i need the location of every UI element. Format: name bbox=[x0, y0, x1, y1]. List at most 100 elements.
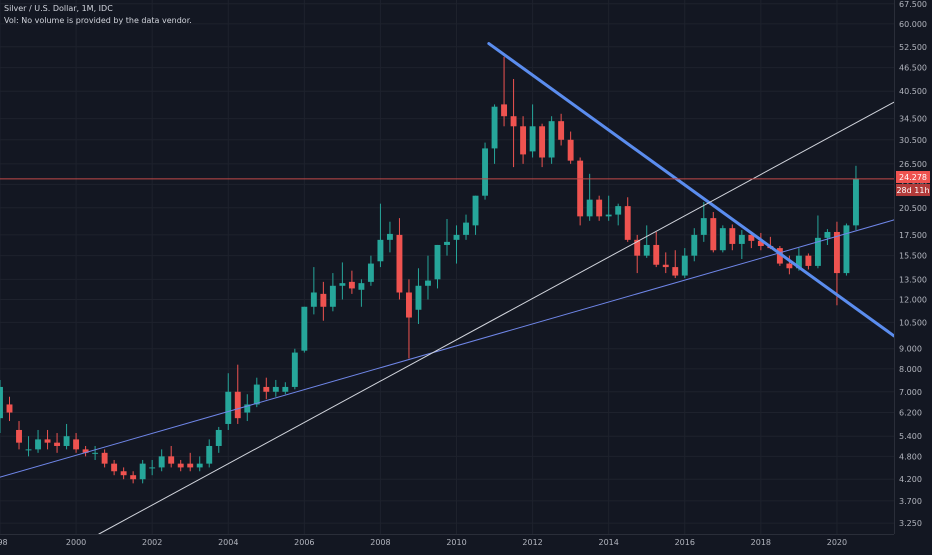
last-price-label: 24.278 bbox=[899, 173, 927, 182]
candle-body bbox=[263, 386, 270, 392]
price-tick-label: 4.800 bbox=[899, 452, 922, 461]
time-axis[interactable]: 998 2000 2002 2004 2006 2008 2010 2012 2014 2016 2… bbox=[0, 534, 894, 548]
candle-body bbox=[567, 139, 574, 161]
candle-body bbox=[434, 244, 441, 280]
chart-legend: Silver / U.S. Dollar, 1M, IDC Vol: No vo… bbox=[4, 3, 192, 27]
time-tick-label: 2012 bbox=[522, 538, 542, 547]
candle-body bbox=[624, 206, 631, 240]
time-tick-label: 2014 bbox=[599, 538, 619, 547]
countdown-badge bbox=[896, 184, 930, 196]
candle-body bbox=[453, 234, 460, 240]
candle-body bbox=[795, 255, 802, 269]
last-price-badge bbox=[896, 171, 930, 183]
candle-body bbox=[196, 463, 203, 468]
candle-body bbox=[634, 239, 641, 256]
candle-body bbox=[824, 231, 831, 238]
time-tick-label: 2004 bbox=[218, 538, 238, 547]
price-axis[interactable]: 3.250 3.700 4.200 4.800 5.400 6.200 7.000 8.000… bbox=[894, 0, 932, 550]
candle-body bbox=[225, 391, 232, 424]
candle-body bbox=[748, 234, 755, 241]
candle-body bbox=[482, 148, 488, 196]
candle-body bbox=[729, 228, 736, 244]
candle-body bbox=[82, 449, 89, 453]
time-tick-label: 2010 bbox=[446, 538, 466, 547]
candle-body bbox=[719, 228, 726, 251]
candle-body bbox=[301, 306, 308, 351]
candle-body bbox=[101, 452, 108, 464]
candle-body bbox=[272, 386, 279, 392]
price-tick-label: 3.700 bbox=[899, 497, 922, 506]
trendline-blue-thick[interactable] bbox=[487, 42, 896, 338]
candle-body bbox=[149, 467, 156, 469]
time-tick-label: 2002 bbox=[142, 538, 162, 547]
price-tick-label: 60.000 bbox=[899, 20, 927, 29]
candle-body bbox=[139, 463, 146, 480]
candle-body bbox=[491, 106, 498, 149]
candle-body bbox=[691, 234, 698, 256]
candle-body bbox=[25, 449, 32, 451]
price-tick-label: 3.250 bbox=[899, 519, 922, 528]
candle-body bbox=[700, 218, 707, 235]
candle-body bbox=[833, 231, 840, 274]
candles bbox=[0, 56, 859, 484]
candle-body bbox=[120, 471, 127, 476]
candle-body bbox=[463, 222, 469, 235]
time-tick-label: 2016 bbox=[675, 538, 695, 547]
candle-body bbox=[310, 292, 317, 307]
candle-body bbox=[681, 255, 688, 276]
candle-body bbox=[615, 206, 622, 215]
candle-body bbox=[234, 391, 241, 419]
candle-body bbox=[367, 263, 374, 282]
price-tick-label: 12.000 bbox=[899, 295, 927, 304]
candle-body bbox=[415, 285, 422, 310]
candle-body bbox=[757, 240, 764, 246]
candle-body bbox=[386, 233, 393, 240]
price-axis-panel bbox=[894, 0, 932, 550]
candle-body bbox=[358, 283, 365, 290]
price-tick-label: 8.000 bbox=[899, 365, 922, 374]
price-tick-label: 4.200 bbox=[899, 475, 922, 484]
candle-body bbox=[54, 442, 61, 446]
candle-body bbox=[605, 214, 612, 217]
candle-body bbox=[529, 126, 536, 152]
candle-body bbox=[253, 384, 260, 405]
time-tick-label: 998 bbox=[0, 538, 8, 547]
price-tick-label: 67.500 bbox=[899, 0, 927, 9]
candle-body bbox=[539, 126, 546, 158]
price-tick-label: 46.500 bbox=[899, 64, 927, 73]
time-tick-label: 2018 bbox=[751, 538, 771, 547]
candle-body bbox=[786, 263, 793, 269]
candle-body bbox=[672, 267, 679, 276]
price-tick-label: 6.200 bbox=[899, 409, 922, 418]
candle-body bbox=[577, 160, 584, 217]
candle-body bbox=[396, 234, 403, 293]
candle-body bbox=[177, 463, 184, 468]
candle-body bbox=[472, 195, 479, 226]
candle-body bbox=[805, 255, 812, 266]
candle-body bbox=[558, 121, 565, 140]
price-tick-label: 40.500 bbox=[899, 87, 927, 96]
volume-note: Vol: No volume is provided by the data v… bbox=[4, 16, 192, 25]
candle-body bbox=[215, 429, 222, 446]
candle-body bbox=[776, 248, 783, 264]
price-tick-label: 30.500 bbox=[899, 136, 927, 145]
trendline-white-thin[interactable] bbox=[98, 101, 895, 535]
price-tick-label: 7.000 bbox=[899, 388, 922, 397]
candle-body bbox=[63, 436, 70, 446]
trendline-blue-thin[interactable] bbox=[0, 219, 895, 478]
candle-body bbox=[16, 429, 22, 443]
time-tick-label: 2020 bbox=[827, 538, 847, 547]
time-tick-label: 2006 bbox=[294, 538, 314, 547]
candle-body bbox=[168, 456, 175, 464]
candle-body bbox=[348, 281, 355, 289]
price-tick-label: 5.400 bbox=[899, 432, 922, 441]
candle-body bbox=[377, 239, 384, 262]
candle-body bbox=[853, 178, 859, 226]
candle-body bbox=[406, 292, 412, 318]
candle-body bbox=[596, 199, 603, 217]
candle-body bbox=[444, 241, 450, 245]
candle-body bbox=[586, 199, 593, 217]
price-tick-label: 15.500 bbox=[899, 252, 927, 261]
